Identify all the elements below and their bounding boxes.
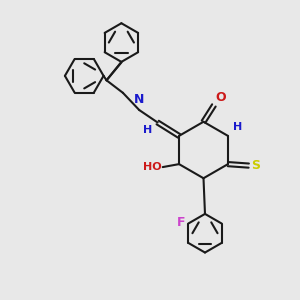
- Text: S: S: [251, 159, 260, 172]
- Text: O: O: [216, 91, 226, 104]
- Text: F: F: [177, 216, 185, 229]
- Text: H: H: [233, 122, 243, 132]
- Text: N: N: [134, 94, 144, 106]
- Text: H: H: [143, 125, 152, 135]
- Text: HO: HO: [142, 162, 161, 172]
